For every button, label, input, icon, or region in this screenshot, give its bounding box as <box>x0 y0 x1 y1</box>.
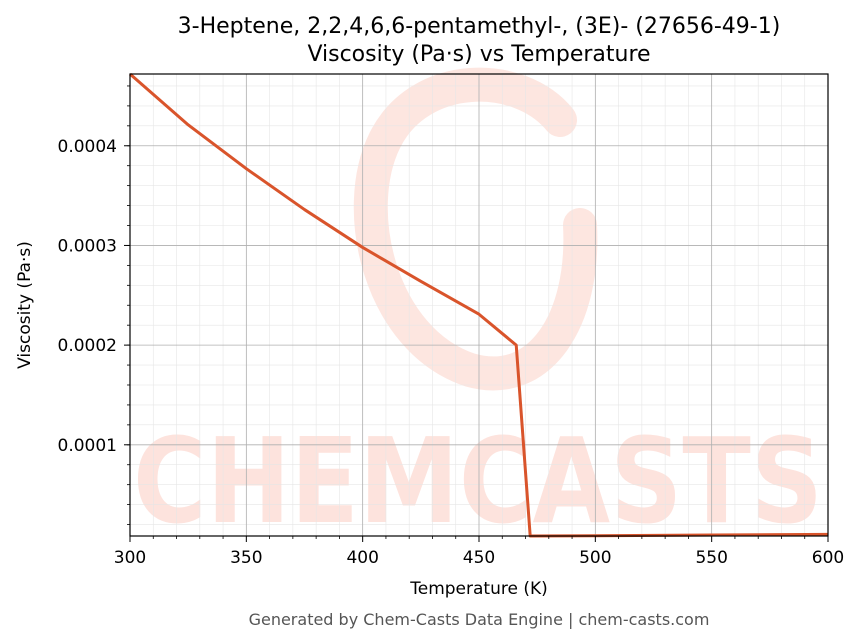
x-tick-label: 400 <box>346 548 378 568</box>
y-tick-label: 0.0002 <box>58 336 117 356</box>
chart-title: 3-Heptene, 2,2,4,6,6-pentamethyl-, (3E)-… <box>178 14 781 39</box>
footer-credit: Generated by Chem-Casts Data Engine | ch… <box>249 610 710 629</box>
y-tick-label: 0.0004 <box>58 137 117 157</box>
watermark-text: CHEMCASTS <box>133 412 823 550</box>
x-tick-label: 550 <box>695 548 727 568</box>
x-tick-label: 350 <box>230 548 262 568</box>
y-axis: 0.0001 0.0002 0.0003 0.0004 <box>58 85 130 525</box>
x-tick-label: 300 <box>114 548 146 568</box>
y-tick-label: 0.0003 <box>58 236 117 256</box>
x-axis: 300 350 400 450 500 550 600 <box>114 536 844 568</box>
watermark-swirl <box>353 67 598 391</box>
x-tick-label: 600 <box>812 548 844 568</box>
chart-subtitle: Viscosity (Pa·s) vs Temperature <box>307 42 650 67</box>
y-tick-label: 0.0001 <box>58 436 117 456</box>
x-tick-label: 450 <box>463 548 495 568</box>
x-tick-label: 500 <box>579 548 611 568</box>
y-axis-label: Viscosity (Pa·s) <box>15 241 35 369</box>
watermark: CHEMCASTS <box>133 67 823 550</box>
x-axis-label: Temperature (K) <box>409 579 548 599</box>
